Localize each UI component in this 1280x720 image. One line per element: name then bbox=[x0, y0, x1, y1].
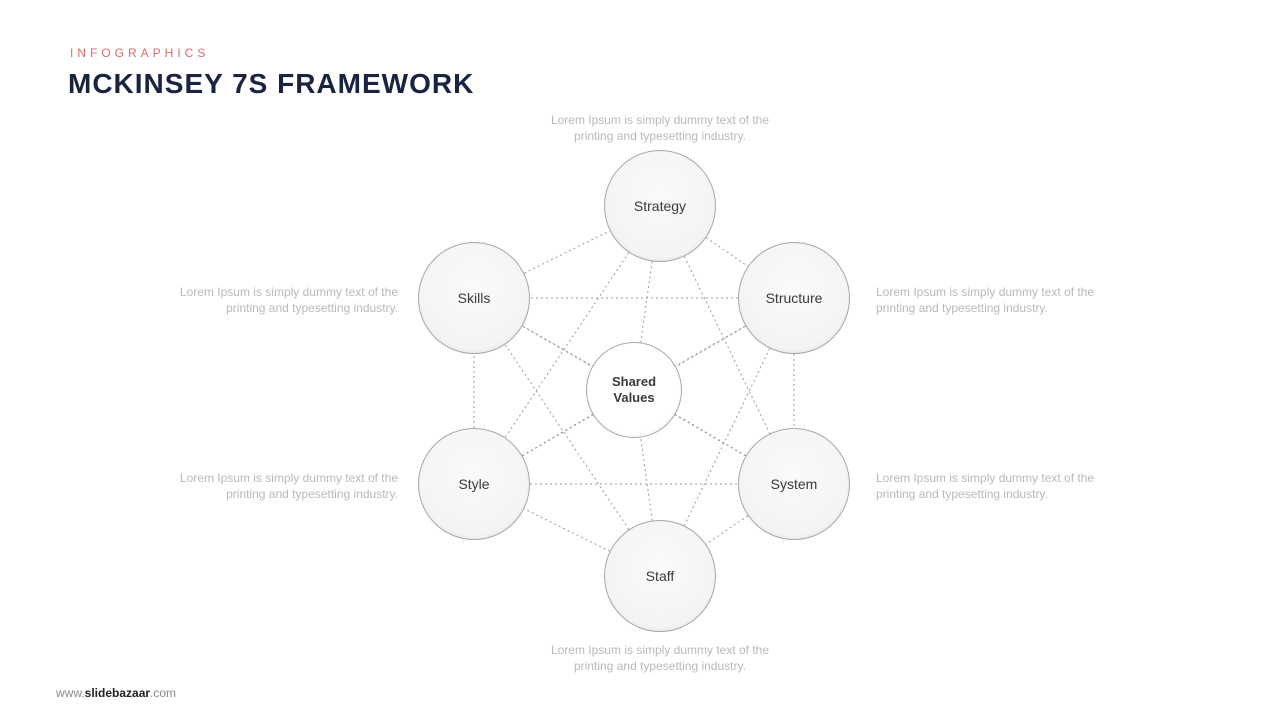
caption-system: Lorem Ipsum is simply dummy text of the … bbox=[876, 470, 1106, 502]
footer-suffix: .com bbox=[150, 686, 176, 700]
node-label-staff: Staff bbox=[646, 568, 675, 585]
node-staff: Staff bbox=[604, 520, 716, 632]
caption-structure: Lorem Ipsum is simply dummy text of the … bbox=[876, 284, 1106, 316]
footer-bold: slidebazaar bbox=[85, 686, 150, 700]
node-skills: Skills bbox=[418, 242, 530, 354]
node-style: Style bbox=[418, 428, 530, 540]
node-label-strategy: Strategy bbox=[634, 198, 686, 215]
footer-prefix: www. bbox=[56, 686, 85, 700]
caption-staff: Lorem Ipsum is simply dummy text of the … bbox=[530, 642, 790, 674]
footer-attribution: www.slidebazaar.com bbox=[56, 686, 176, 700]
node-label-shared: Shared Values bbox=[612, 374, 656, 405]
mckinsey-7s-diagram: Strategy Structure System Staff Style Skills S… bbox=[0, 0, 1280, 720]
node-structure: Structure bbox=[738, 242, 850, 354]
node-label-system: System bbox=[771, 476, 818, 493]
node-system: System bbox=[738, 428, 850, 540]
node-label-structure: Structure bbox=[766, 290, 823, 307]
caption-strategy: Lorem Ipsum is simply dummy text of the … bbox=[530, 112, 790, 144]
node-label-skills: Skills bbox=[458, 290, 491, 307]
caption-style: Lorem Ipsum is simply dummy text of the … bbox=[168, 470, 398, 502]
caption-skills: Lorem Ipsum is simply dummy text of the … bbox=[168, 284, 398, 316]
node-strategy: Strategy bbox=[604, 150, 716, 262]
node-label-style: Style bbox=[458, 476, 489, 493]
node-shared: Shared Values bbox=[586, 342, 682, 438]
